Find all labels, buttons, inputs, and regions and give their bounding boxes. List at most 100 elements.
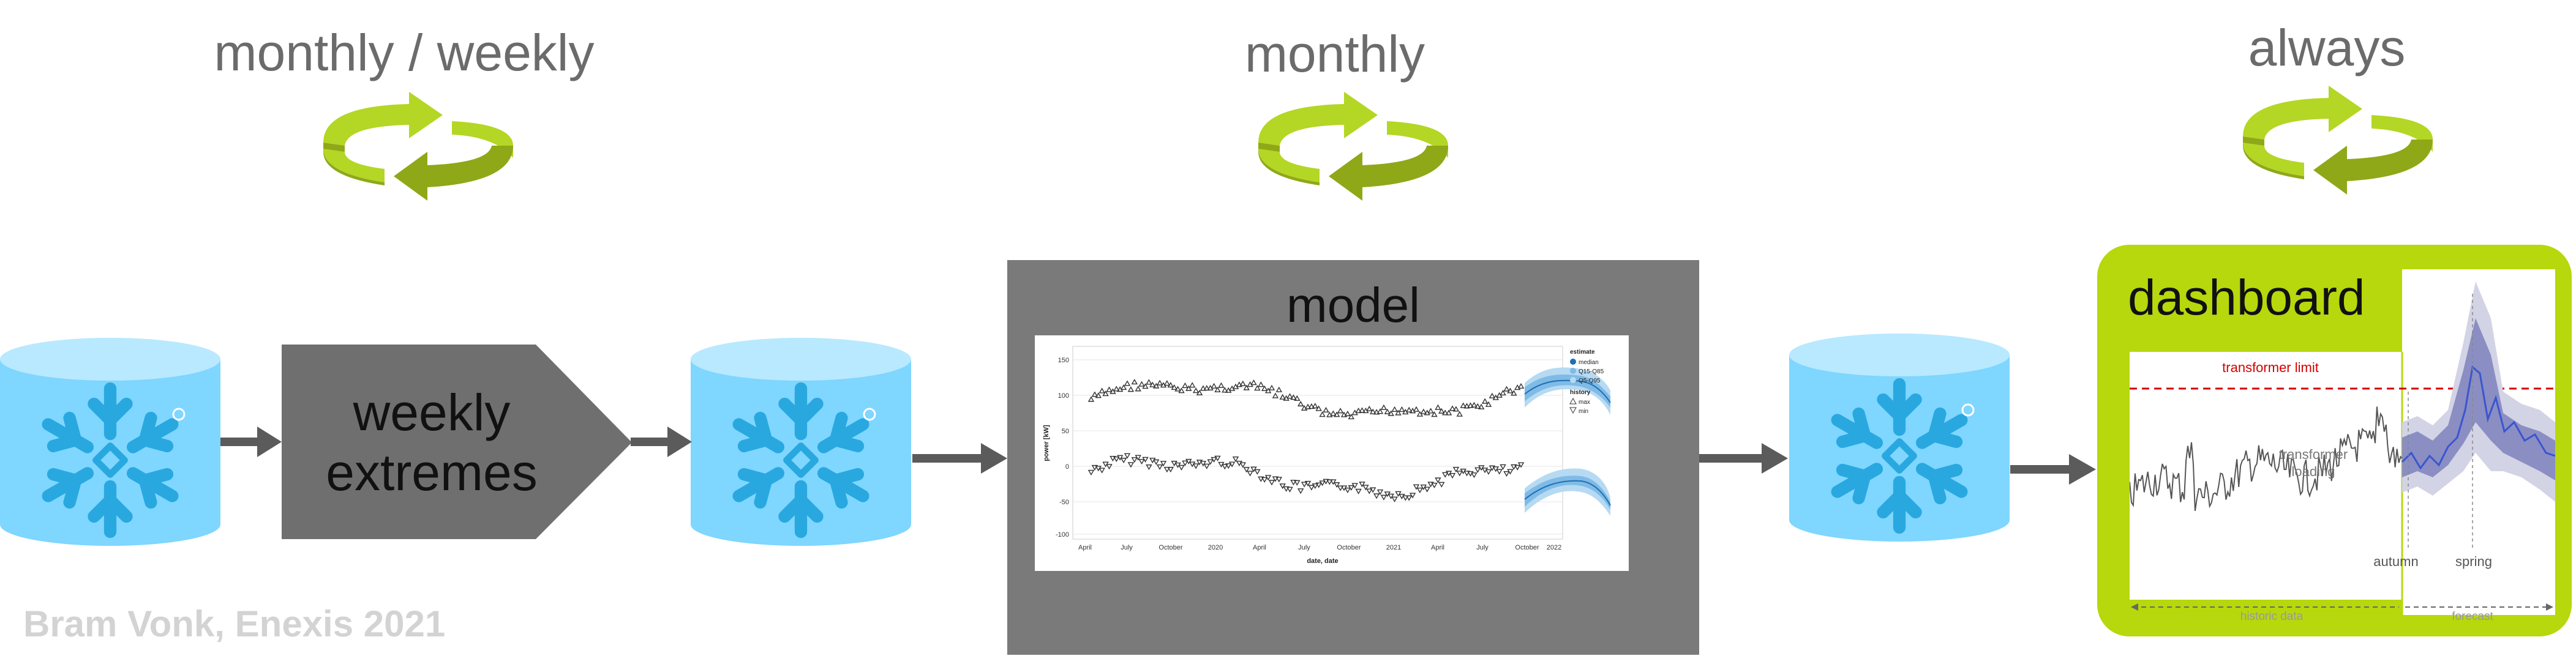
history-max-marker — [1395, 409, 1402, 416]
history-min-marker — [1344, 487, 1351, 494]
dashboard-chart: transformer limit transformer loading au… — [2130, 269, 2555, 621]
history-min-marker — [1402, 495, 1409, 501]
history-max-marker — [1481, 398, 1489, 404]
refresh-cycle-icon — [2243, 86, 2433, 195]
x-tick-label: July — [1298, 544, 1310, 551]
history-max-marker — [1178, 387, 1185, 393]
history-min-marker — [1511, 464, 1517, 470]
history-max-marker — [1441, 409, 1449, 416]
history-min-marker — [1091, 464, 1098, 471]
history-max-marker — [1312, 403, 1319, 409]
history-min-marker — [1500, 464, 1506, 470]
history-min-marker — [1388, 493, 1394, 499]
history-max-marker — [1138, 381, 1145, 387]
history-min-marker — [1471, 472, 1478, 479]
history-max-marker — [1330, 410, 1337, 416]
history-min-marker — [1124, 453, 1131, 459]
history-min-marker — [1268, 480, 1275, 486]
history-min-marker — [1283, 486, 1290, 492]
history-max-marker — [1452, 406, 1460, 412]
history-max-marker — [1290, 394, 1297, 400]
history-min-marker — [1507, 469, 1514, 475]
history-max-marker — [1467, 402, 1474, 408]
history-max-marker — [1250, 379, 1257, 386]
history-max-marker — [1340, 411, 1348, 417]
history-min-marker — [1135, 455, 1141, 461]
history-min-marker — [1369, 487, 1376, 493]
history-min-marker — [1312, 483, 1319, 490]
history-min-marker — [1243, 467, 1250, 473]
history-max-marker — [1200, 385, 1207, 391]
history-min-marker — [1456, 471, 1463, 477]
history-min-marker — [1182, 460, 1188, 466]
refresh-cycle-icon — [323, 92, 513, 201]
forecast-median-lower — [1524, 480, 1611, 506]
history-min-marker — [1275, 477, 1283, 483]
history-min-marker — [1272, 476, 1279, 482]
history-max-marker — [1369, 408, 1376, 414]
legend-item: Q15-Q85 — [1579, 368, 1604, 375]
history-min-marker — [1142, 457, 1149, 463]
legend-title-estimate: estimate — [1570, 349, 1595, 356]
x-tick-label: April — [1431, 544, 1444, 551]
history-max-marker — [1511, 390, 1517, 396]
history-min-marker — [1264, 475, 1272, 481]
transformer-loading-label-2: loading — [2292, 464, 2335, 479]
history-min-marker — [1290, 480, 1297, 486]
history-max-marker — [1146, 379, 1152, 385]
history-max-marker — [1098, 387, 1105, 393]
x-tick-label: 2020 — [1208, 544, 1223, 551]
history-min-marker — [1416, 487, 1424, 494]
weekly-extremes-line2: extremes — [326, 444, 538, 501]
history-max-marker — [1294, 395, 1301, 401]
history-max-marker — [1399, 406, 1405, 412]
history-min-marker — [1359, 482, 1365, 488]
history-max-marker — [1113, 386, 1120, 392]
autumn-label: autumn — [2373, 554, 2418, 569]
history-max-marker — [1163, 380, 1171, 386]
history-max-marker — [1308, 403, 1315, 409]
history-min-marker — [1138, 459, 1145, 465]
history-min-marker — [1211, 457, 1217, 463]
history-max-marker — [1463, 403, 1470, 409]
history-min-marker — [1355, 488, 1362, 494]
history-max-marker — [1258, 381, 1264, 387]
x-tick-label: 2021 — [1386, 544, 1401, 551]
history-max-marker — [1315, 405, 1322, 411]
x-tick-label: July — [1476, 544, 1489, 551]
history-min-marker — [1258, 476, 1264, 482]
history-max-marker — [1222, 387, 1228, 393]
history-max-marker — [1420, 408, 1427, 414]
history-min-marker — [1474, 467, 1481, 473]
y-tick-label: 150 — [1058, 357, 1069, 364]
history-max-marker — [1471, 401, 1478, 408]
snowflake-database-icon — [1789, 334, 2013, 545]
history-max-marker — [1359, 407, 1365, 413]
history-max-marker — [1120, 384, 1127, 390]
history-min-marker — [1485, 469, 1492, 475]
history-max-marker — [1149, 381, 1156, 387]
history-max-marker — [1474, 403, 1481, 409]
cycle-label-2: monthly — [1244, 25, 1425, 83]
history-min-marker — [1492, 466, 1500, 472]
history-min-marker — [1200, 461, 1207, 467]
history-max-marker — [1196, 389, 1203, 396]
history-min-marker — [1127, 462, 1135, 468]
legend-item: max — [1579, 399, 1590, 406]
history-max-marker — [1333, 411, 1340, 417]
x-tick-label: April — [1253, 544, 1266, 551]
history-min-marker — [1496, 469, 1503, 475]
spring-label: spring — [2455, 554, 2492, 569]
history-max-marker — [1384, 408, 1391, 414]
history-min-marker — [1348, 485, 1355, 491]
history-max-marker — [1264, 387, 1272, 393]
x-tick-label: 2022 — [1547, 544, 1561, 551]
history-max-marker — [1319, 411, 1326, 417]
history-max-marker — [1376, 408, 1384, 414]
history-max-marker — [1174, 386, 1181, 392]
history-min-marker — [1203, 463, 1211, 469]
history-max-marker — [1254, 385, 1261, 391]
history-min-marker — [1146, 464, 1152, 471]
history-max-marker — [1279, 393, 1286, 400]
legend-item: median — [1579, 359, 1599, 366]
